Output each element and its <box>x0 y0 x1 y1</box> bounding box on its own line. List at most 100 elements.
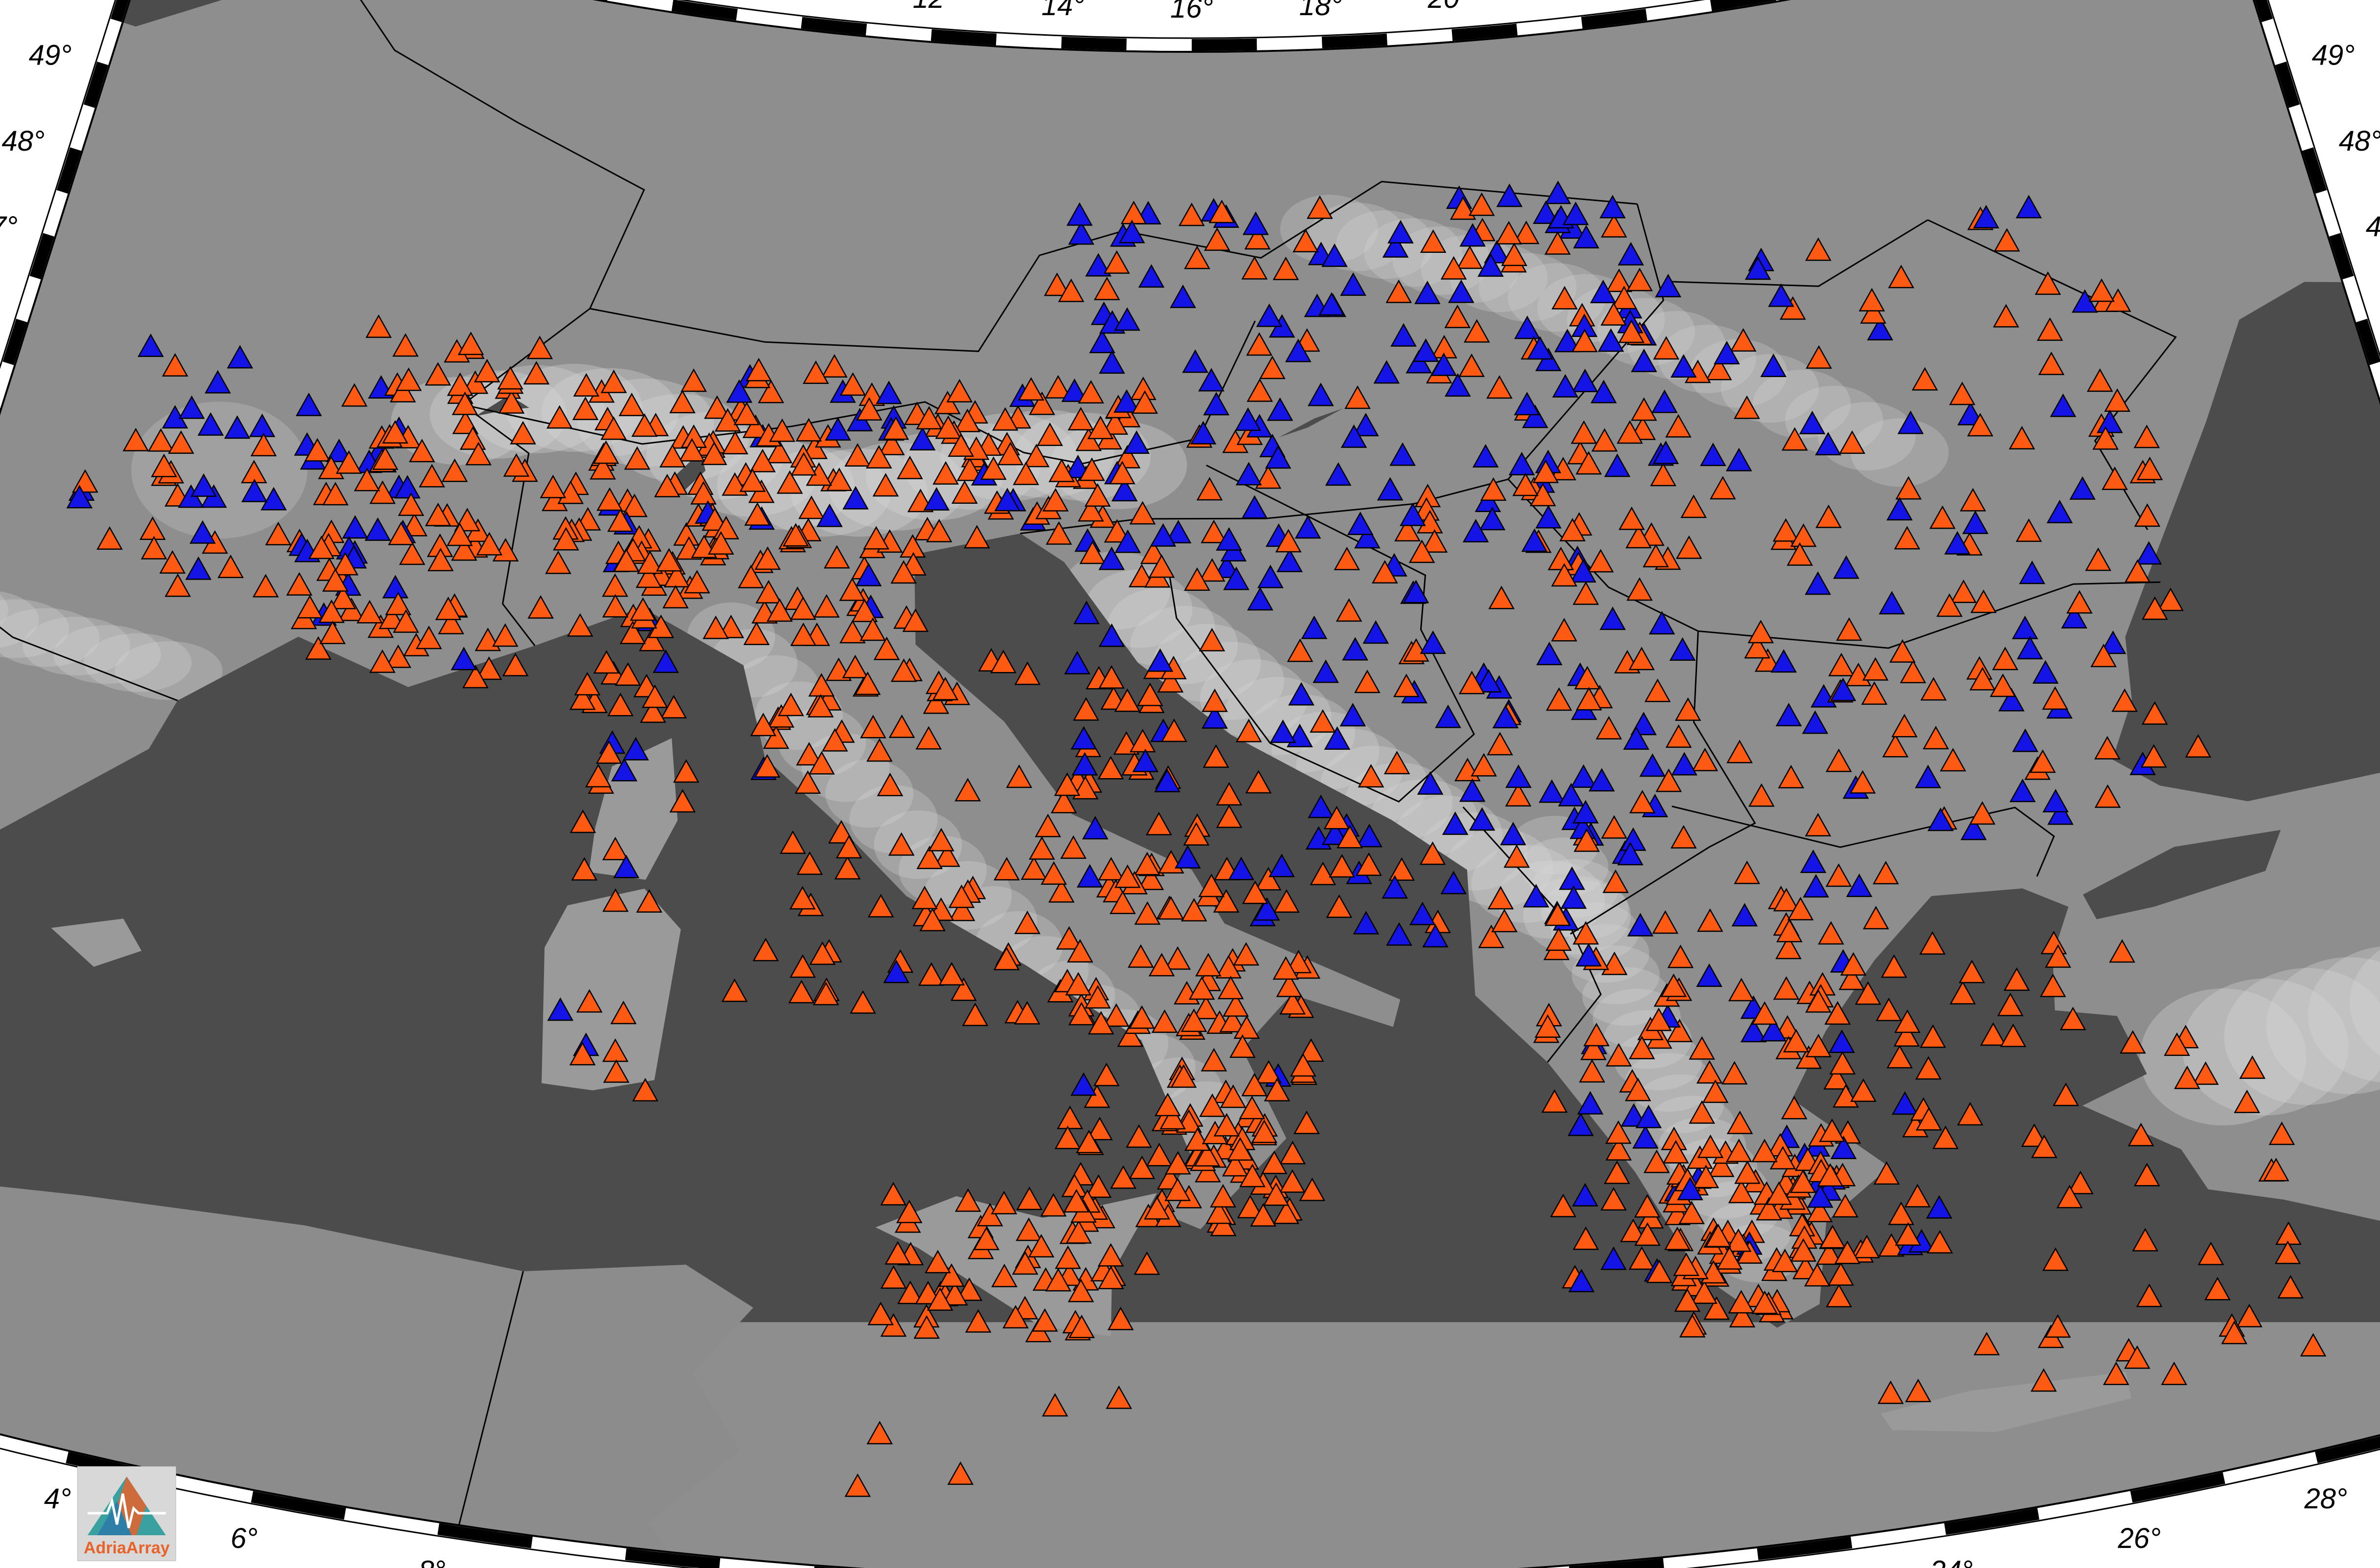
station-triangle <box>1102 411 1129 435</box>
station-triangle <box>1065 972 1092 996</box>
station-triangle <box>1321 821 1348 845</box>
station-triangle <box>1879 591 1905 615</box>
station-triangle <box>1787 896 1814 920</box>
station-triangle <box>1216 527 1243 551</box>
station-triangle <box>1508 451 1535 475</box>
station-triangle <box>1532 459 1559 483</box>
station-triangle <box>474 358 500 382</box>
station-triangle <box>1342 637 1368 661</box>
lat-label-left: 48° <box>2 125 45 157</box>
station-triangle <box>613 854 639 878</box>
station-triangle <box>1390 323 1417 347</box>
station-triangle <box>1635 1104 1662 1128</box>
station-triangle <box>1276 973 1303 997</box>
lat-label-left: 47° <box>0 211 18 243</box>
station-triangle <box>935 415 962 439</box>
station-triangle <box>918 962 945 986</box>
station-triangle <box>1150 523 1177 547</box>
station-triangle <box>992 407 1019 431</box>
station-triangle <box>1505 783 1532 806</box>
station-triangle <box>828 820 855 844</box>
station-triangle <box>2035 271 2061 295</box>
station-triangle <box>1533 200 1559 224</box>
station-triangle <box>801 435 828 459</box>
station-triangle <box>1859 288 1885 312</box>
station-triangle <box>1496 221 1522 245</box>
station-triangle <box>1193 995 1220 1019</box>
station-triangle <box>1241 495 1268 519</box>
station-triangle <box>1649 611 1676 635</box>
station-triangle <box>1514 315 1541 339</box>
station-triangle <box>1165 1151 1191 1175</box>
station-triangle <box>1098 665 1125 689</box>
station-triangle <box>2061 605 2087 628</box>
station-triangle <box>1677 1177 1703 1201</box>
station-triangle <box>1299 1177 1326 1201</box>
station-triangle <box>502 652 529 676</box>
station-triangle <box>1815 432 1841 456</box>
station-triangle <box>1247 587 1273 611</box>
station-triangle <box>2239 1055 2266 1079</box>
station-triangle <box>1572 368 1598 392</box>
station-triangle <box>856 397 883 421</box>
station-triangle <box>1572 800 1599 824</box>
station-triangle <box>1151 1009 1178 1033</box>
station-triangle <box>2128 1122 2154 1146</box>
logo-text: AdriaArray <box>84 1539 170 1557</box>
station-triangle <box>427 548 454 572</box>
station-triangle <box>1583 1023 1610 1047</box>
station-triangle <box>1969 801 1995 825</box>
station-triangle <box>1373 360 1400 384</box>
station-triangle <box>2088 278 2115 302</box>
station-triangle <box>1199 627 1225 651</box>
station-triangle <box>1285 950 1312 974</box>
station-triangle <box>1819 1225 1846 1249</box>
station-triangle <box>902 608 929 632</box>
station-triangle <box>1505 764 1532 788</box>
station-triangle <box>619 621 646 645</box>
station-triangle <box>1198 368 1224 392</box>
station-triangle <box>190 473 217 497</box>
station-triangle <box>1061 378 1088 402</box>
station-triangle <box>1696 963 1723 987</box>
station-triangle <box>1744 635 1770 659</box>
station-triangle <box>1571 329 1598 353</box>
station-triangle <box>1255 867 1282 891</box>
station-triangle <box>754 546 781 570</box>
station-triangle <box>1994 228 2020 252</box>
station-triangle <box>703 395 730 419</box>
station-triangle <box>602 888 629 912</box>
station-triangle <box>1020 856 1047 880</box>
station-triangle <box>1257 564 1284 588</box>
station-triangle <box>947 1461 974 1485</box>
station-triangle <box>884 1241 911 1265</box>
station-triangle <box>1527 336 1553 360</box>
station-triangle <box>1728 1180 1755 1204</box>
station-triangle <box>638 627 665 651</box>
station-triangle <box>1109 461 1135 485</box>
station-triangle <box>592 440 619 464</box>
station-triangle <box>662 584 689 608</box>
station-triangle <box>1444 304 1471 328</box>
station-triangle <box>1599 606 1626 630</box>
station-triangle <box>994 857 1020 881</box>
station-triangle <box>1790 1169 1816 1193</box>
station-triangle <box>1050 789 1077 813</box>
station-triangle <box>1804 1263 1831 1287</box>
station-triangle <box>1665 724 1692 748</box>
station-triangle <box>1967 413 1994 437</box>
station-triangle <box>991 1263 1018 1287</box>
station-triangle <box>1721 1061 1748 1085</box>
station-triangle <box>769 418 795 442</box>
station-triangle <box>763 725 790 749</box>
station-triangle <box>1389 442 1416 466</box>
station-triangle <box>446 522 473 546</box>
station-triangle <box>462 370 489 394</box>
station-triangle <box>1117 1023 1144 1047</box>
station-triangle <box>1318 292 1345 316</box>
station-triangle <box>990 650 1017 673</box>
station-triangle <box>872 473 899 497</box>
station-triangle <box>1736 1240 1763 1264</box>
station-triangle <box>1237 1194 1264 1218</box>
station-triangle <box>1444 373 1471 397</box>
